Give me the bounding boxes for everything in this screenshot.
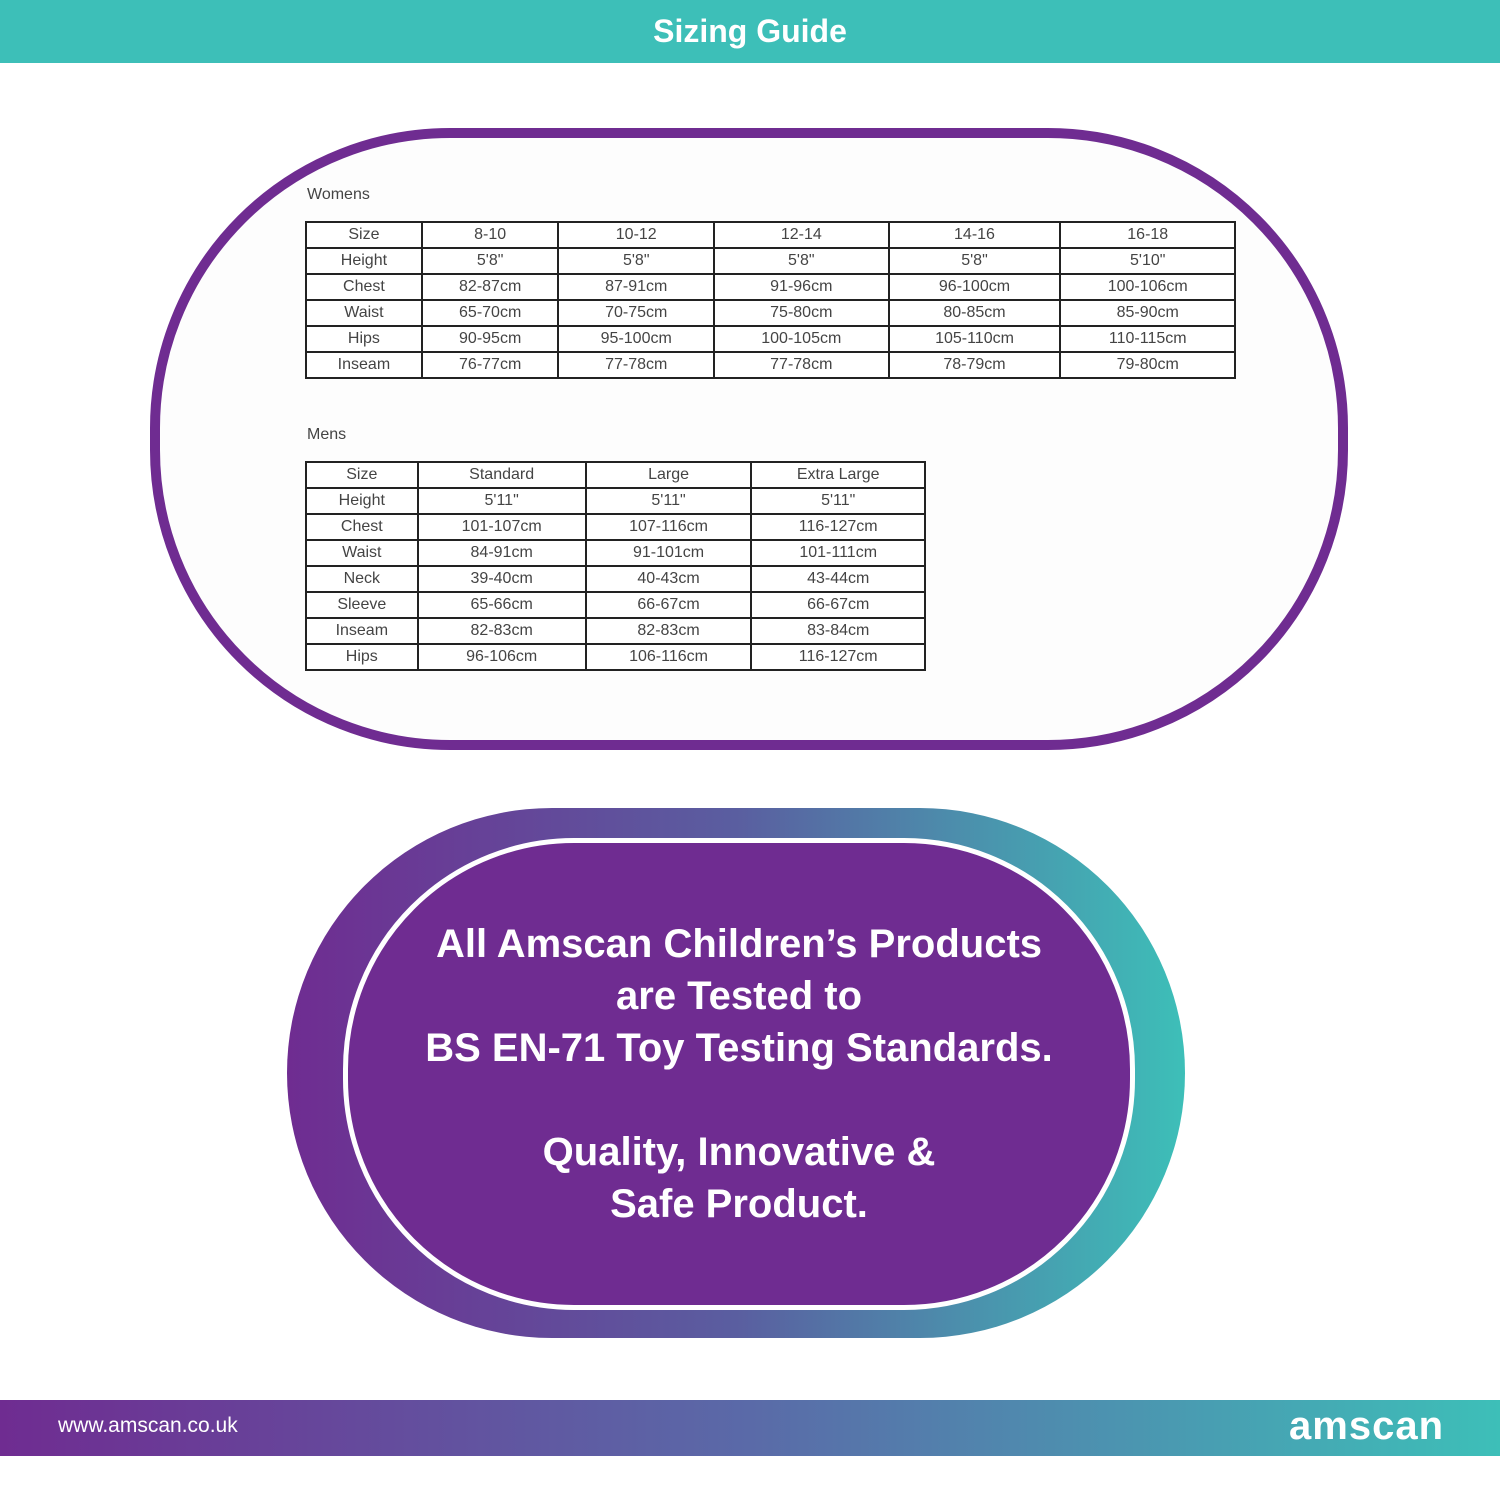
table-cell: 65-66cm <box>416 591 587 619</box>
table-cell: 100-106cm <box>1059 273 1236 301</box>
table-cell: 39-40cm <box>416 565 587 593</box>
table-cell: 91-101cm <box>584 539 753 567</box>
table-cell: 116-127cm <box>750 643 926 671</box>
header-bar: Sizing Guide <box>0 0 1500 63</box>
table-cell: 91-96cm <box>713 273 890 301</box>
womens-size-table: Size 8-10 10-12 12-14 14-16 16-18 Height 5'8" 5'… <box>305 221 1236 379</box>
footer-bar: www.amscan.co.uk amscan <box>0 1400 1500 1456</box>
table-header-cell: 8-10 <box>420 221 560 249</box>
table-header-cell: Large <box>584 461 753 489</box>
table-cell: 106-116cm <box>584 643 753 671</box>
table-cell: Waist <box>305 539 419 567</box>
mens-label: Mens <box>307 426 347 443</box>
table-header-cell: Standard <box>416 461 587 489</box>
table-cell: 80-85cm <box>887 299 1062 327</box>
table-cell: Height <box>305 487 419 515</box>
table-cell: 5'8" <box>557 247 716 275</box>
table-cell: Height <box>305 247 423 275</box>
table-row: Size Standard Large Extra Large <box>305 461 926 489</box>
table-cell: 101-111cm <box>750 539 926 567</box>
mens-size-table: Size Standard Large Extra Large Height 5'11" 5… <box>305 461 926 671</box>
table-cell: 110-115cm <box>1059 325 1236 353</box>
table-cell: Sleeve <box>305 591 419 619</box>
table-header-cell: 10-12 <box>557 221 716 249</box>
womens-label: Womens <box>307 186 370 203</box>
table-cell: 66-67cm <box>584 591 753 619</box>
table-cell: 116-127cm <box>750 513 926 541</box>
table-header-cell: 14-16 <box>887 221 1062 249</box>
table-cell: 105-110cm <box>887 325 1062 353</box>
table-cell: 85-90cm <box>1059 299 1236 327</box>
table-cell: 75-80cm <box>713 299 890 327</box>
table-cell: 79-80cm <box>1059 351 1236 379</box>
table-cell: 82-83cm <box>584 617 753 645</box>
table-cell: 101-107cm <box>416 513 587 541</box>
table-row: Chest 101-107cm 107-116cm 116-127cm <box>305 513 926 541</box>
table-cell: 77-78cm <box>557 351 716 379</box>
table-row: Height 5'8" 5'8" 5'8" 5'8" 5'10" <box>305 247 1236 275</box>
table-cell: Chest <box>305 273 423 301</box>
table-cell: 5'11" <box>750 487 926 515</box>
table-cell: Neck <box>305 565 419 593</box>
table-row: Size 8-10 10-12 12-14 14-16 16-18 <box>305 221 1236 249</box>
table-cell: 5'8" <box>713 247 890 275</box>
table-cell: Chest <box>305 513 419 541</box>
table-cell: 5'8" <box>887 247 1062 275</box>
table-cell: 84-91cm <box>416 539 587 567</box>
quality-line-2: Safe Product. <box>610 1182 868 1226</box>
safety-message: All Amscan Children’s Products are Teste… <box>343 838 1135 1310</box>
table-row: Waist 65-70cm 70-75cm 75-80cm 80-85cm 85-90cm <box>305 299 1236 327</box>
table-cell: Inseam <box>305 351 423 379</box>
table-cell: 66-67cm <box>750 591 926 619</box>
table-cell: 5'11" <box>584 487 753 515</box>
table-cell: 83-84cm <box>750 617 926 645</box>
table-cell: Hips <box>305 325 423 353</box>
table-cell: 5'10" <box>1059 247 1236 275</box>
amscan-logo: amscan <box>1289 1404 1444 1448</box>
table-header-cell: Extra Large <box>750 461 926 489</box>
safety-line-3: BS EN-71 Toy Testing Standards. <box>425 1026 1053 1070</box>
table-row: Chest 82-87cm 87-91cm 91-96cm 96-100cm 100-10… <box>305 273 1236 301</box>
safety-line-2: are Tested to <box>616 974 862 1018</box>
table-row: Inseam 76-77cm 77-78cm 77-78cm 78-79cm 79-80c… <box>305 351 1236 379</box>
table-cell: 78-79cm <box>887 351 1062 379</box>
table-cell: 76-77cm <box>420 351 560 379</box>
table-cell: 82-83cm <box>416 617 587 645</box>
table-cell: 90-95cm <box>420 325 560 353</box>
table-cell: 5'8" <box>420 247 560 275</box>
table-cell: 95-100cm <box>557 325 716 353</box>
table-cell: Waist <box>305 299 423 327</box>
table-cell: 43-44cm <box>750 565 926 593</box>
table-header-cell: Size <box>305 461 419 489</box>
table-cell: 82-87cm <box>420 273 560 301</box>
table-cell: 5'11" <box>416 487 587 515</box>
quality-line-1: Quality, Innovative & <box>542 1130 936 1174</box>
table-header-cell: Size <box>305 221 423 249</box>
table-row: Sleeve 65-66cm 66-67cm 66-67cm <box>305 591 926 619</box>
table-cell: 96-106cm <box>416 643 587 671</box>
website-url[interactable]: www.amscan.co.uk <box>58 1414 238 1437</box>
table-cell: 65-70cm <box>420 299 560 327</box>
table-cell: 107-116cm <box>584 513 753 541</box>
table-row: Hips 96-106cm 106-116cm 116-127cm <box>305 643 926 671</box>
table-row: Neck 39-40cm 40-43cm 43-44cm <box>305 565 926 593</box>
table-cell: Hips <box>305 643 419 671</box>
table-cell: Inseam <box>305 617 419 645</box>
table-row: Hips 90-95cm 95-100cm 100-105cm 105-110cm 110… <box>305 325 1236 353</box>
table-row: Height 5'11" 5'11" 5'11" <box>305 487 926 515</box>
table-cell: 87-91cm <box>557 273 716 301</box>
table-header-cell: 16-18 <box>1059 221 1236 249</box>
table-cell: 96-100cm <box>887 273 1062 301</box>
table-cell: 100-105cm <box>713 325 890 353</box>
table-cell: 77-78cm <box>713 351 890 379</box>
table-row: Inseam 82-83cm 82-83cm 83-84cm <box>305 617 926 645</box>
table-header-cell: 12-14 <box>713 221 890 249</box>
page-title: Sizing Guide <box>653 13 847 49</box>
table-cell: 40-43cm <box>584 565 753 593</box>
table-row: Waist 84-91cm 91-101cm 101-111cm <box>305 539 926 567</box>
table-cell: 70-75cm <box>557 299 716 327</box>
safety-line-1: All Amscan Children’s Products <box>435 922 1043 966</box>
